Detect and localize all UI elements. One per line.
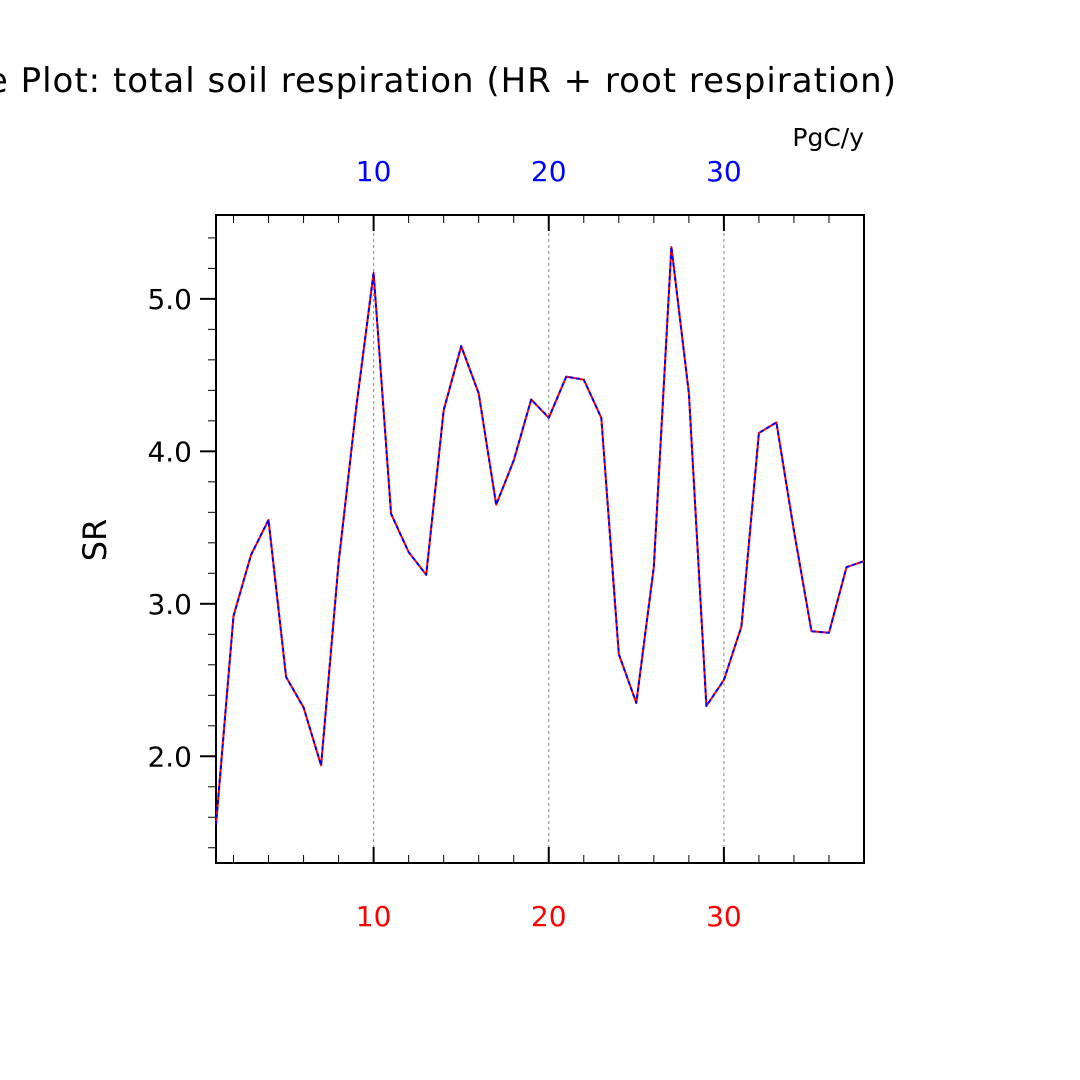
gridlines <box>373 215 725 863</box>
data-series <box>215 246 865 825</box>
axes <box>200 214 865 864</box>
chart-units: PgC/y <box>792 123 864 152</box>
y-tick-label: 3.0 <box>147 588 192 621</box>
y-tick-label: 4.0 <box>147 435 192 468</box>
x-bottom-tick-label: 30 <box>706 900 742 933</box>
series-line-1 <box>215 246 865 825</box>
series-line-2 <box>215 246 865 825</box>
x-bottom-tick-label: 20 <box>531 900 567 933</box>
tick-labels: 2.0 3.0 4.0 5.0 10 20 30 10 20 30 <box>147 155 741 933</box>
x-top-tick-label: 10 <box>356 155 392 188</box>
plot-frame <box>215 214 865 864</box>
y-tick-label: 5.0 <box>147 283 192 316</box>
x-top-tick-label: 30 <box>706 155 742 188</box>
x-top-tick-label: 20 <box>531 155 567 188</box>
x-bottom-tick-label: 10 <box>356 900 392 933</box>
y-axis-label: SR <box>76 519 114 562</box>
chart-title: Difference Plot: total soil respiration … <box>0 61 897 101</box>
y-tick-label: 2.0 <box>147 740 192 773</box>
